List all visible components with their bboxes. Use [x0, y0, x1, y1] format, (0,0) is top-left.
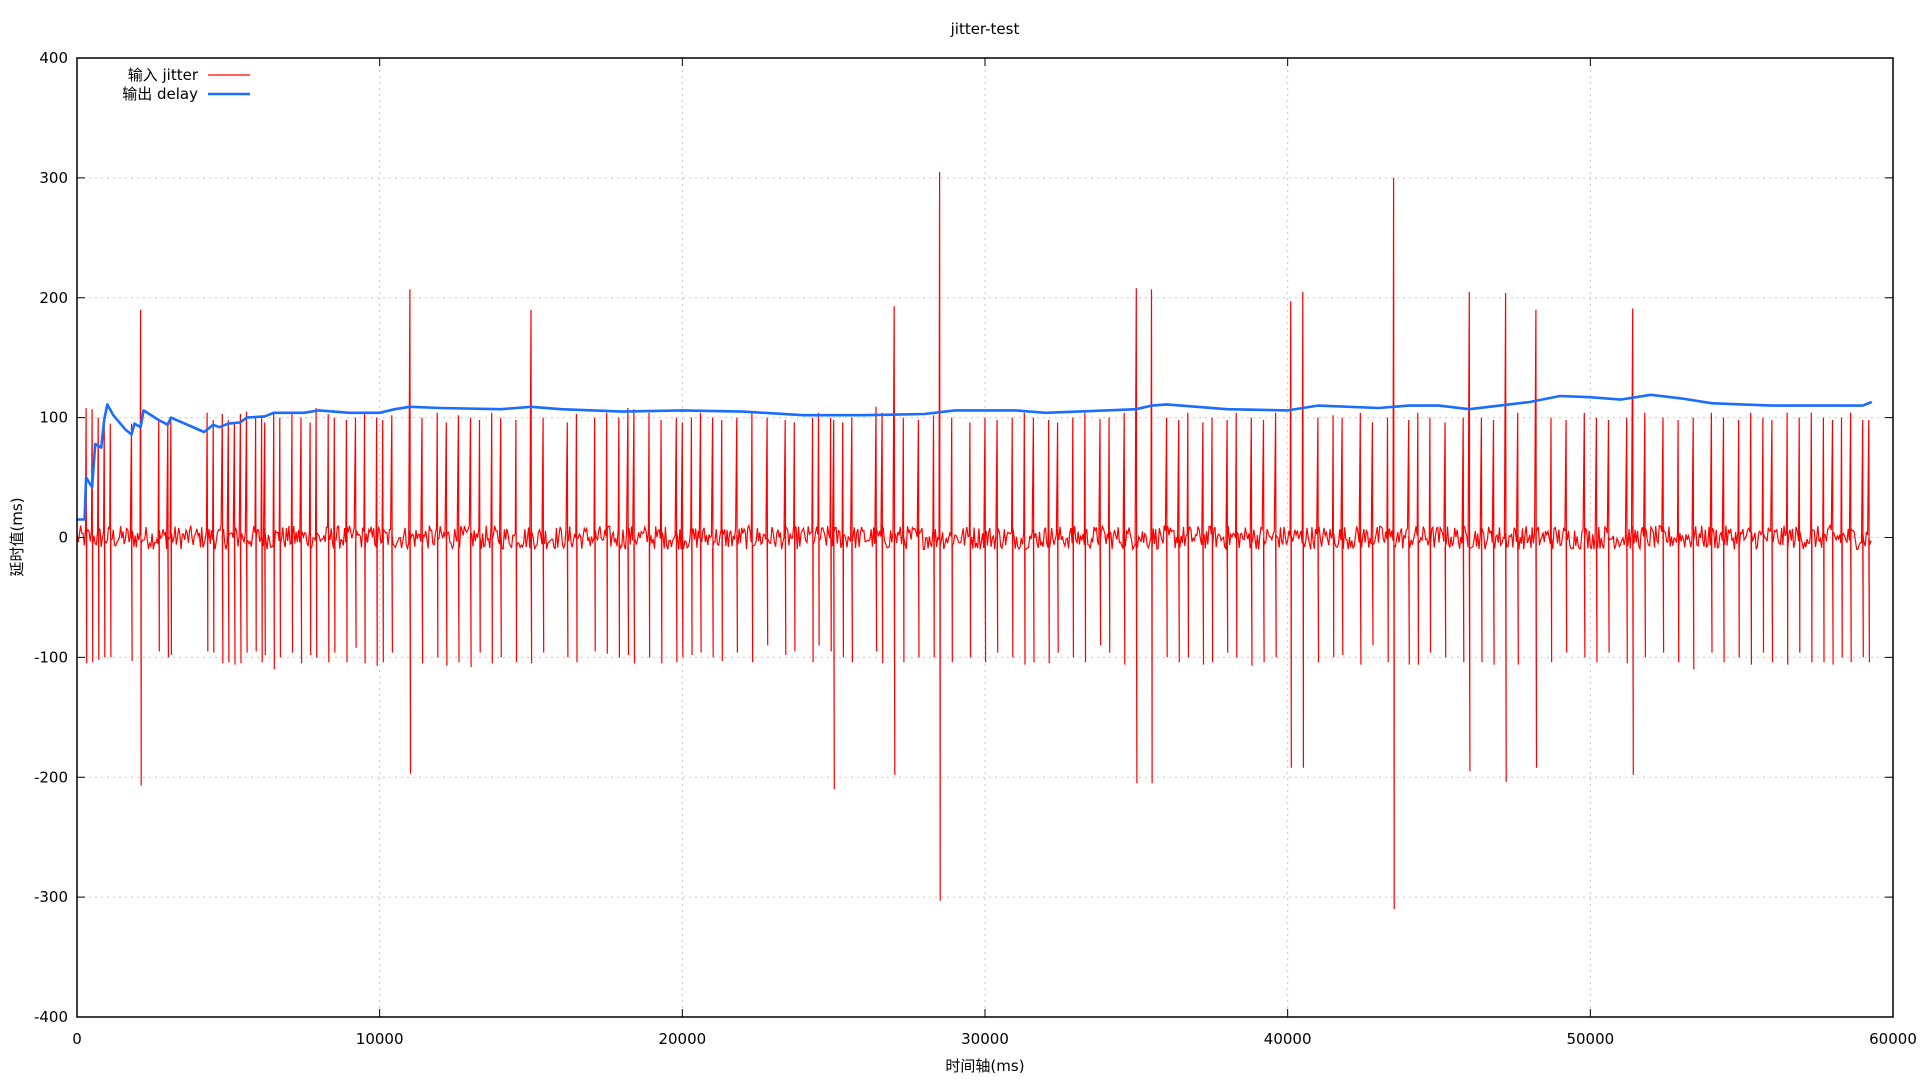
x-tick-label: 0 [72, 1030, 82, 1048]
series-jitter-line [76, 171, 1872, 910]
y-axis-ticks: -400 -300 -200 -100 0 100 200 300 400 [34, 49, 1893, 1026]
y-tick-label: 100 [39, 409, 68, 427]
y-tick-label: 200 [39, 289, 68, 307]
y-tick-label: -300 [34, 888, 68, 906]
legend-label-delay: 输出 delay [122, 85, 198, 103]
x-axis-ticks: 0 10000 20000 30000 40000 50000 60000 [72, 58, 1917, 1048]
y-tick-label: 400 [39, 49, 68, 67]
x-tick-label: 60000 [1869, 1030, 1917, 1048]
legend: 输入 jitter 输出 delay [122, 66, 250, 103]
x-tick-label: 30000 [961, 1030, 1009, 1048]
x-axis-label: 时间轴(ms) [945, 1057, 1024, 1075]
y-tick-label: -100 [34, 648, 68, 666]
plot-border [76, 57, 1894, 1018]
legend-label-jitter: 输入 jitter [128, 66, 199, 84]
y-axis-label: 延时值(ms) [8, 497, 26, 576]
x-tick-label: 40000 [1264, 1030, 1312, 1048]
y-tick-label: 300 [39, 169, 68, 187]
x-tick-label: 20000 [658, 1030, 706, 1048]
y-tick-label: -400 [34, 1008, 68, 1026]
grid [77, 58, 1893, 1017]
y-tick-label: 0 [58, 529, 68, 547]
y-tick-label: -200 [34, 768, 68, 786]
chart-title: jitter-test [950, 20, 1020, 38]
series-delay-line [77, 393, 1873, 521]
x-tick-label: 10000 [356, 1030, 404, 1048]
x-tick-label: 50000 [1566, 1030, 1614, 1048]
